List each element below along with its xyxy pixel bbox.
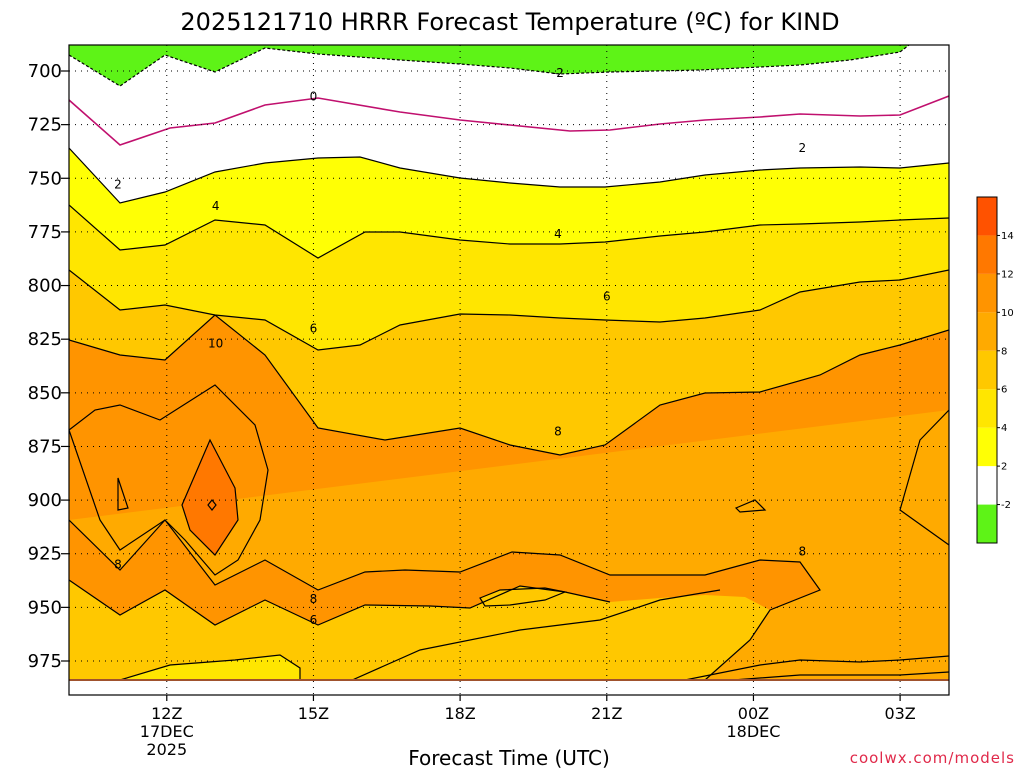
contour-line-8-small	[734, 499, 767, 513]
credit-text: coolwx.com/models	[850, 749, 1015, 767]
contour-line-lower-right	[349, 589, 721, 681]
y-tick-label: 825	[28, 329, 62, 350]
contour-line-10	[69, 384, 269, 576]
x-tick-label: 00Z	[738, 704, 769, 723]
contour-line-14	[207, 499, 217, 511]
colorbar-swatch	[977, 197, 997, 236]
contour-line-bottom	[679, 655, 949, 681]
x-axis-label: Forecast Time (UTC)	[408, 746, 610, 768]
x-tick-label: 15Z	[298, 704, 329, 723]
colorbar-frame	[976, 196, 998, 544]
x-tick-label: 03Z	[884, 704, 915, 723]
contour-line-bottom-2	[719, 671, 949, 681]
colorbar-label: 12	[1001, 269, 1014, 280]
fill-band-4-to-6-low	[69, 655, 300, 680]
y-tick-label: 900	[28, 490, 62, 511]
fill-band-6-to-8-upper	[69, 270, 949, 455]
y-tick-label: 875	[28, 436, 62, 457]
fill-band-8-to-10-low	[69, 410, 949, 681]
chart-title: 2025121710 HRRR Forecast Temperature (ºC…	[180, 8, 839, 36]
contour-label: 2	[799, 141, 807, 155]
contour-label: 6	[603, 289, 611, 303]
x-tick-sublabel: 2025	[146, 740, 187, 759]
x-tick-label: 18Z	[444, 704, 475, 723]
contour-line-8-right	[899, 409, 949, 546]
fill-band-green	[69, 45, 909, 86]
y-axis-ticks: 700 725 750 775 800 825 850 875 900 925 950 975	[28, 61, 69, 672]
contour-label: 8	[114, 557, 122, 571]
contour-lines	[69, 45, 949, 681]
contour-labels: -2 0 2 2 4 4 6 6 6 8 8 8 8 10	[114, 66, 806, 627]
x-tick-label: 21Z	[591, 704, 622, 723]
contour-line-4	[69, 204, 949, 259]
colorbar-swatch	[977, 350, 997, 390]
x-tick-label: 12Z	[151, 704, 182, 723]
colorbar-label: 8	[1001, 346, 1007, 357]
colorbar-swatch	[977, 427, 997, 467]
grid-lines	[69, 45, 949, 695]
fill-band-2-to-4	[69, 148, 949, 258]
colorbar-label: -2	[1001, 500, 1011, 511]
fill-band-4-to-6-upper	[69, 205, 949, 350]
contour-label: 8	[554, 424, 562, 438]
colorbar: -2 2 4 6 8 10 12 14	[976, 196, 1014, 544]
colorbar-label: 4	[1001, 423, 1007, 434]
colorbar-label: 6	[1001, 385, 1007, 396]
y-tick-label: 850	[28, 383, 62, 404]
contour-line-12-small	[117, 477, 129, 511]
y-tick-label: 975	[28, 651, 62, 672]
colorbar-swatch	[977, 312, 997, 351]
contour-label: 6	[310, 321, 318, 335]
fill-band-white	[69, 45, 949, 203]
ground-strip	[69, 679, 949, 681]
y-tick-label: 925	[28, 544, 62, 565]
contour-label: 10	[208, 336, 223, 350]
colorbar-swatch	[977, 504, 997, 543]
fill-band-6-to-8-mid	[480, 588, 565, 606]
contour-line-minus2	[69, 45, 910, 87]
contour-label: 8	[310, 592, 318, 606]
colorbar-label: 14	[1001, 231, 1014, 242]
y-tick-label: 800	[28, 276, 62, 297]
contour-line-2	[69, 147, 949, 204]
x-tick-sublabel: 18DEC	[726, 722, 780, 741]
contour-label: 0	[310, 90, 318, 104]
y-tick-label: 775	[28, 222, 62, 243]
filled-contours	[69, 45, 949, 681]
colorbar-label: 10	[1001, 308, 1014, 319]
colorbar-swatch	[977, 389, 997, 428]
contour-line-4-lower	[119, 654, 301, 681]
fill-core-12	[182, 440, 238, 555]
plot-frame	[68, 44, 950, 696]
contour-label: -2	[552, 66, 564, 80]
y-tick-label: 725	[28, 115, 62, 136]
contour-label: 4	[212, 199, 220, 213]
colorbar-swatch	[977, 235, 997, 274]
fill-band-6-to-8-low	[69, 580, 770, 681]
contour-label: 6	[310, 613, 318, 627]
colorbar-swatch	[977, 466, 997, 505]
contour-line-0	[69, 95, 949, 146]
contour-line-6-island	[479, 587, 568, 607]
contour-line-12	[181, 438, 239, 556]
contour-label: 2	[114, 178, 122, 192]
contour-line-8-upper	[69, 314, 949, 456]
contour-label: 4	[554, 227, 562, 241]
y-tick-label: 750	[28, 168, 62, 189]
x-tick-sublabel: 17DEC	[140, 722, 194, 741]
contour-line-6-lower	[69, 579, 611, 626]
contour-line-8-lower	[69, 519, 821, 681]
y-tick-label: 700	[28, 61, 62, 82]
colorbar-swatch	[977, 273, 997, 313]
plot-area: -2 0 2 2 4 4 6 6 6 8 8 8 8 10	[68, 44, 950, 696]
contour-label: 8	[799, 545, 807, 559]
colorbar-label: 2	[1001, 462, 1007, 473]
y-tick-label: 950	[28, 597, 62, 618]
